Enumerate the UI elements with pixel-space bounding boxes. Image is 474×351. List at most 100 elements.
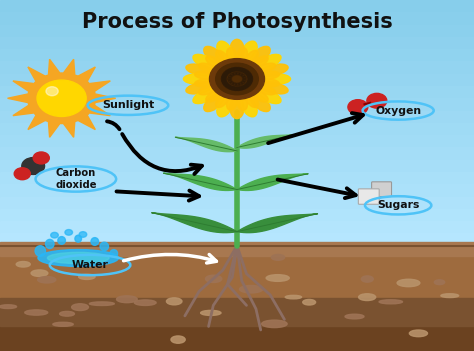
Circle shape: [248, 77, 253, 81]
Bar: [0, 12, 474, 25]
Bar: [0, 209, 474, 221]
Ellipse shape: [58, 237, 65, 244]
Ellipse shape: [245, 93, 258, 107]
Ellipse shape: [186, 82, 214, 94]
Ellipse shape: [38, 250, 118, 266]
Ellipse shape: [249, 46, 270, 65]
Bar: [0, 98, 474, 111]
Bar: [0, 135, 474, 147]
Ellipse shape: [345, 314, 364, 319]
Polygon shape: [28, 67, 45, 81]
Ellipse shape: [434, 280, 445, 285]
Ellipse shape: [195, 79, 216, 87]
Ellipse shape: [256, 85, 275, 95]
Bar: [0, 172, 474, 184]
Ellipse shape: [53, 322, 73, 326]
Ellipse shape: [195, 71, 216, 79]
Ellipse shape: [117, 296, 137, 303]
Circle shape: [236, 83, 240, 86]
Ellipse shape: [79, 274, 95, 279]
Ellipse shape: [256, 54, 281, 70]
Circle shape: [247, 79, 252, 83]
Circle shape: [236, 67, 241, 71]
Circle shape: [233, 87, 238, 91]
Ellipse shape: [199, 63, 218, 73]
Circle shape: [228, 69, 233, 72]
Polygon shape: [8, 94, 27, 102]
Circle shape: [222, 81, 227, 85]
Circle shape: [239, 82, 243, 85]
Text: Carbon
dioxide: Carbon dioxide: [55, 168, 97, 190]
Ellipse shape: [199, 85, 218, 95]
Bar: [0, 298, 474, 326]
Circle shape: [79, 232, 87, 237]
Bar: [0, 74, 474, 86]
Polygon shape: [90, 105, 110, 115]
Polygon shape: [64, 122, 75, 137]
Bar: [0, 326, 474, 351]
Circle shape: [367, 93, 387, 108]
Circle shape: [14, 168, 30, 180]
Circle shape: [236, 72, 240, 75]
Bar: [0, 0, 474, 12]
Text: Water: Water: [72, 260, 109, 270]
Circle shape: [243, 77, 246, 79]
Ellipse shape: [31, 270, 48, 277]
Circle shape: [233, 83, 237, 86]
Ellipse shape: [216, 51, 229, 65]
Ellipse shape: [186, 64, 214, 76]
Bar: [0, 197, 474, 209]
Circle shape: [51, 232, 58, 238]
Polygon shape: [164, 173, 237, 191]
Ellipse shape: [0, 305, 17, 309]
Polygon shape: [13, 81, 33, 91]
Circle shape: [230, 68, 235, 71]
Ellipse shape: [217, 96, 233, 117]
Bar: [0, 37, 474, 49]
Polygon shape: [48, 122, 60, 137]
Ellipse shape: [110, 250, 118, 257]
Polygon shape: [28, 115, 45, 130]
Circle shape: [65, 230, 73, 235]
Circle shape: [230, 73, 234, 76]
Ellipse shape: [90, 302, 114, 305]
Circle shape: [247, 75, 252, 79]
Circle shape: [244, 70, 248, 73]
Circle shape: [230, 82, 234, 85]
Polygon shape: [152, 213, 237, 233]
Ellipse shape: [100, 242, 109, 251]
Ellipse shape: [258, 71, 279, 79]
Bar: [0, 246, 474, 351]
Polygon shape: [64, 59, 75, 74]
Ellipse shape: [171, 336, 185, 343]
Bar: [0, 147, 474, 160]
Circle shape: [216, 63, 258, 95]
Circle shape: [221, 77, 226, 81]
Text: Sunlight: Sunlight: [102, 100, 154, 110]
Ellipse shape: [285, 295, 301, 299]
Circle shape: [244, 85, 248, 88]
Bar: [0, 221, 474, 233]
Ellipse shape: [204, 93, 225, 112]
Circle shape: [22, 158, 45, 174]
Ellipse shape: [249, 93, 270, 112]
Circle shape: [226, 85, 230, 88]
Polygon shape: [237, 214, 318, 233]
Circle shape: [46, 87, 58, 96]
Bar: [0, 184, 474, 197]
Circle shape: [247, 81, 252, 85]
Circle shape: [226, 70, 230, 73]
Ellipse shape: [239, 285, 263, 293]
Circle shape: [228, 78, 231, 80]
Ellipse shape: [183, 74, 213, 84]
Polygon shape: [237, 174, 308, 191]
Polygon shape: [48, 59, 60, 74]
Ellipse shape: [251, 90, 268, 102]
Ellipse shape: [260, 64, 288, 76]
Ellipse shape: [397, 279, 420, 287]
Ellipse shape: [261, 74, 291, 84]
Circle shape: [222, 73, 227, 77]
Polygon shape: [237, 135, 294, 148]
Ellipse shape: [216, 93, 229, 107]
Polygon shape: [13, 105, 33, 115]
